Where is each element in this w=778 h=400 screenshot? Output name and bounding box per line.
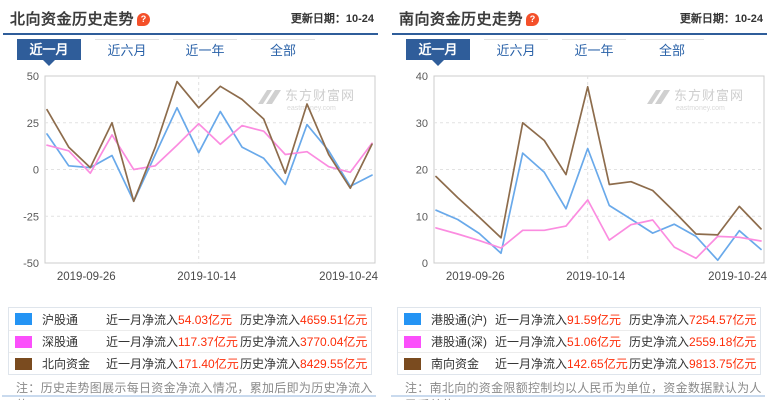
history-value: 8429.55 xyxy=(300,357,344,371)
range-tabs: 近一月 近六月 近一年 全部 xyxy=(17,39,378,66)
page-title: 南向资金历史走势 xyxy=(399,10,524,28)
series-name: 深股通 xyxy=(42,335,79,349)
watermark: 东方财富网 eastmoney.com xyxy=(258,88,355,112)
bottom-divider xyxy=(391,395,765,397)
period-value: 117.37 xyxy=(178,335,214,349)
history-value: 4659.51 xyxy=(300,312,344,327)
svg-text:40: 40 xyxy=(416,71,428,83)
svg-text:0: 0 xyxy=(33,165,39,177)
series-name: 北向资金 xyxy=(42,357,91,371)
history-value: 2559.18 xyxy=(689,335,733,349)
svg-text:20: 20 xyxy=(416,165,428,177)
header-divider xyxy=(3,33,378,35)
update-date: 更新日期：10-24 xyxy=(679,13,763,25)
watermark: 东方财富网 eastmoney.com xyxy=(647,88,744,112)
northbound-header: 北向资金历史走势 ? 更新日期：10-24 xyxy=(10,7,374,29)
svg-text:30: 30 xyxy=(416,118,428,130)
tab-last-six-months[interactable]: 近六月 xyxy=(95,39,159,60)
series-name: 港股通(深) xyxy=(431,335,487,349)
tab-all[interactable]: 全部 xyxy=(640,39,704,60)
svg-text:10: 10 xyxy=(416,211,428,223)
period-value: 54.03 xyxy=(178,312,209,327)
tab-last-year[interactable]: 近一年 xyxy=(173,39,237,60)
northbound-legend-table: 沪股通 近一月净流入54.03亿元 历史净流入4659.51亿元 深股通 近一月… xyxy=(8,307,372,375)
footnote: 注：南北向的资金限额控制均以人民币为单位，资金数据默认为人民币单位。 xyxy=(405,381,762,400)
series-swatch xyxy=(15,357,32,370)
update-date: 更新日期：10-24 xyxy=(290,13,374,25)
southbound-panel: 南向资金历史走势 ? 更新日期：10-24 近一月 近六月 近一年 全部 40 3… xyxy=(389,0,768,400)
history-value: 3770.04 xyxy=(300,335,344,349)
series-swatch xyxy=(15,335,32,348)
series-swatch xyxy=(404,335,421,348)
tab-all[interactable]: 全部 xyxy=(251,39,315,60)
table-row: 北向资金 近一月净流入171.40亿元 历史净流入8429.55亿元 xyxy=(9,352,371,374)
svg-text:eastmoney.com: eastmoney.com xyxy=(676,105,725,112)
svg-text:-25: -25 xyxy=(23,211,39,223)
table-row: 港股通(深) 近一月净流入51.06亿元 历史净流入2559.18亿元 xyxy=(398,330,760,352)
series-name: 沪股通 xyxy=(42,312,79,327)
northbound-panel: 北向资金历史走势 ? 更新日期：10-24 近一月 近六月 近一年 全部 50 2… xyxy=(0,0,379,400)
table-row: 南向资金 近一月净流入142.65亿元 历史净流入9813.75亿元 xyxy=(398,352,760,374)
series-swatch xyxy=(15,313,32,325)
svg-text:2019-10-24: 2019-10-24 xyxy=(708,271,767,283)
period-value: 51.06 xyxy=(567,335,598,349)
period-value: 171.40 xyxy=(178,357,215,371)
bottom-divider xyxy=(2,395,376,397)
history-value: 7254.57 xyxy=(689,312,733,327)
svg-text:2019-09-26: 2019-09-26 xyxy=(446,271,505,283)
help-icon[interactable]: ? xyxy=(526,12,540,26)
table-row: 港股通(沪) 近一月净流入91.59亿元 历史净流入7254.57亿元 xyxy=(398,308,760,330)
tab-last-year[interactable]: 近一年 xyxy=(562,39,626,60)
svg-text:-50: -50 xyxy=(23,258,39,270)
northbound-line-chart[interactable]: 50 25 0 -25 -50 2019-09-26 2019-10-14 2019-10-2… xyxy=(0,63,379,285)
svg-text:东方财富网: 东方财富网 xyxy=(285,88,355,103)
series-name: 港股通(沪) xyxy=(431,312,487,327)
tab-last-month[interactable]: 近一月 xyxy=(406,39,470,66)
tab-last-six-months[interactable]: 近六月 xyxy=(484,39,548,60)
svg-text:2019-09-26: 2019-09-26 xyxy=(57,271,116,283)
series-swatch xyxy=(404,357,421,370)
series-name: 南向资金 xyxy=(431,357,480,371)
svg-text:东方财富网: 东方财富网 xyxy=(674,88,744,103)
table-row: 深股通 近一月净流入117.37亿元 历史净流入3770.04亿元 xyxy=(9,330,371,352)
svg-text:2019-10-14: 2019-10-14 xyxy=(177,271,236,283)
tab-last-month[interactable]: 近一月 xyxy=(17,39,81,66)
southbound-line-chart[interactable]: 40 30 20 10 0 2019-09-26 2019-10-14 2019-10-24 … xyxy=(389,63,768,285)
history-value: 9813.75 xyxy=(689,357,733,371)
southbound-header: 南向资金历史走势 ? 更新日期：10-24 xyxy=(399,7,763,29)
period-value: 91.59 xyxy=(567,312,598,327)
series-swatch xyxy=(404,313,421,325)
footnote: 注：历史走势图展示每日资金净流入情况，累加后即为历史净流入值。 xyxy=(16,381,373,400)
header-divider xyxy=(392,33,767,35)
range-tabs: 近一月 近六月 近一年 全部 xyxy=(406,39,767,66)
page-title: 北向资金历史走势 xyxy=(10,10,135,28)
svg-text:2019-10-24: 2019-10-24 xyxy=(319,271,378,283)
table-row: 沪股通 近一月净流入54.03亿元 历史净流入4659.51亿元 xyxy=(9,308,371,330)
svg-text:2019-10-14: 2019-10-14 xyxy=(566,271,625,283)
svg-text:25: 25 xyxy=(27,118,39,130)
period-value: 142.65 xyxy=(567,357,604,371)
southbound-legend-table: 港股通(沪) 近一月净流入91.59亿元 历史净流入7254.57亿元 港股通(… xyxy=(397,307,761,375)
svg-text:eastmoney.com: eastmoney.com xyxy=(287,105,336,112)
help-icon[interactable]: ? xyxy=(137,12,151,26)
svg-text:0: 0 xyxy=(422,258,428,270)
svg-text:50: 50 xyxy=(27,71,39,83)
